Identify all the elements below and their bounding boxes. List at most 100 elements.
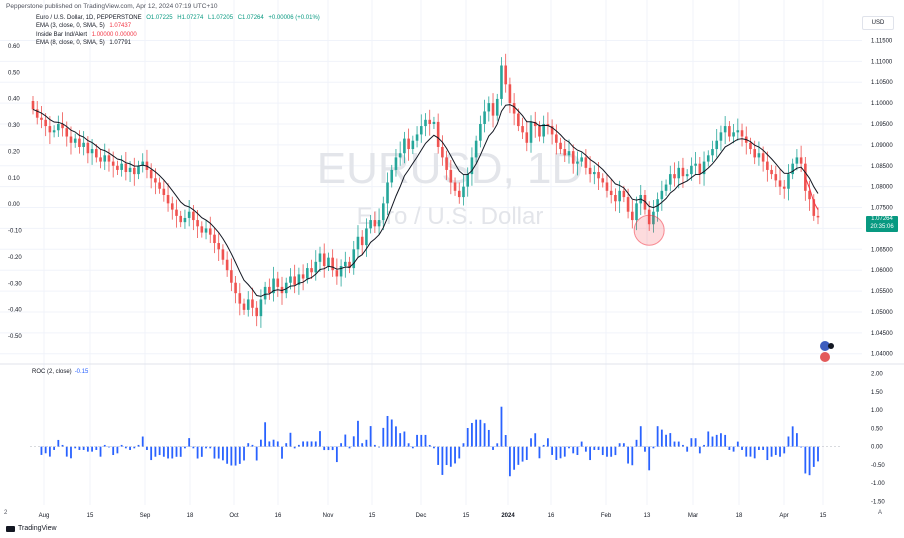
candle-body bbox=[61, 123, 64, 129]
candle-body bbox=[470, 157, 474, 175]
legend-inside-bar-row[interactable]: Inside Bar Ind/Alert 1.00000 0.00000 bbox=[36, 31, 323, 39]
roc-bar bbox=[238, 446, 241, 464]
time-tick-label: Apr bbox=[779, 513, 788, 519]
candle-body bbox=[538, 126, 541, 137]
roc-bar bbox=[665, 434, 667, 447]
candle-body bbox=[213, 234, 216, 244]
candle-body bbox=[301, 274, 305, 279]
candle-body bbox=[369, 220, 372, 229]
roc-bar bbox=[137, 444, 140, 447]
roc-tick-label: 1.00 bbox=[871, 408, 883, 414]
left-tick-label: 0.30 bbox=[8, 123, 20, 129]
candle-body bbox=[441, 146, 444, 158]
roc-bar bbox=[500, 406, 503, 447]
candle-body bbox=[276, 278, 280, 287]
candle-body bbox=[567, 151, 571, 156]
roc-bar bbox=[622, 443, 625, 447]
roc-bar bbox=[146, 446, 148, 450]
candle-body bbox=[187, 211, 191, 218]
roc-bar bbox=[399, 433, 402, 447]
legend-ema3-label: EMA (3, close, 0, SMA, 5) bbox=[36, 23, 105, 30]
candle-body bbox=[677, 167, 681, 179]
roc-bar bbox=[297, 444, 300, 447]
left-scale-badge[interactable]: 2 bbox=[4, 510, 8, 516]
candle-body bbox=[31, 101, 35, 110]
roc-bar bbox=[804, 446, 807, 474]
candle-body bbox=[445, 157, 448, 170]
price-axis[interactable]: 1.11500 1.11000 1.10500 1.10000 1.09500 1.090… bbox=[871, 38, 893, 357]
roc-bar bbox=[167, 446, 169, 459]
candle-body bbox=[293, 276, 296, 285]
candle-body bbox=[559, 142, 562, 150]
candle-body bbox=[706, 155, 710, 162]
roc-bar bbox=[306, 441, 309, 447]
currency-label[interactable]: USD bbox=[862, 16, 894, 30]
roc-bar bbox=[724, 434, 727, 447]
roc-bar bbox=[441, 446, 444, 475]
roc-bar bbox=[791, 426, 794, 447]
candle-body bbox=[111, 161, 115, 166]
legend-high: H1.07274 bbox=[177, 15, 204, 21]
roc-legend[interactable]: ROC (2, close) -0.15 bbox=[32, 369, 88, 375]
roc-bar bbox=[648, 446, 651, 471]
legend-ema8-row[interactable]: EMA (8, close, 0, SMA, 5) 1.07791 bbox=[36, 39, 323, 47]
auto-scale-badge[interactable]: A bbox=[878, 510, 883, 516]
roc-bar bbox=[698, 446, 701, 454]
candle-body bbox=[580, 157, 583, 162]
candle-body bbox=[432, 121, 436, 124]
legend-ema3-row[interactable]: EMA (3, close, 0, SMA, 5) 1.07437 bbox=[36, 22, 323, 30]
alert-icon bbox=[828, 343, 834, 349]
price-tick-label: 1.11500 bbox=[871, 38, 893, 44]
candle-body bbox=[154, 178, 157, 183]
roc-bar bbox=[475, 419, 478, 447]
candle-body bbox=[78, 138, 81, 147]
candle-body bbox=[365, 228, 368, 246]
candle-body bbox=[35, 109, 39, 118]
roc-bar bbox=[424, 434, 427, 447]
roc-bar bbox=[382, 427, 385, 447]
roc-bar bbox=[281, 446, 283, 459]
roc-bar bbox=[787, 436, 790, 447]
roc-bar bbox=[196, 446, 199, 459]
us-flag-icon bbox=[820, 352, 830, 362]
roc-bar bbox=[416, 434, 418, 447]
roc-bar bbox=[420, 434, 423, 447]
roc-bar bbox=[327, 446, 330, 451]
roc-bar bbox=[323, 446, 326, 451]
roc-bar bbox=[373, 444, 376, 447]
roc-bar bbox=[179, 446, 182, 457]
roc-bar bbox=[817, 446, 819, 462]
price-tick-label: 1.09500 bbox=[871, 122, 893, 128]
tradingview-logo[interactable]: TradingView bbox=[6, 525, 57, 532]
candle-body bbox=[774, 174, 778, 181]
candle-body bbox=[512, 103, 516, 114]
roc-bar bbox=[243, 446, 245, 461]
candle-body bbox=[424, 119, 427, 127]
roc-bar bbox=[352, 436, 355, 447]
time-axis[interactable]: Aug 15 Sep 18 Oct 16 Nov 15 Dec 15 2024 16 Feb 13 Mar 1… bbox=[39, 513, 827, 519]
candle-body bbox=[162, 188, 166, 195]
roc-bar bbox=[669, 433, 672, 447]
roc-bar bbox=[272, 439, 275, 447]
candle-body bbox=[593, 172, 596, 175]
roc-bar bbox=[433, 446, 435, 449]
roc-bar bbox=[386, 415, 389, 447]
candle-body bbox=[377, 220, 381, 227]
legend-inside-bar-label: Inside Bar Ind/Alert bbox=[36, 31, 88, 38]
candle-body bbox=[816, 215, 820, 218]
roc-bar bbox=[192, 446, 195, 449]
left-tick-label: 0.00 bbox=[8, 202, 20, 208]
candle-body bbox=[381, 203, 385, 221]
roc-bar bbox=[458, 446, 461, 459]
roc-bar bbox=[555, 446, 558, 460]
legend-symbol[interactable]: Euro / U.S. Dollar, 1D, PEPPERSTONE bbox=[36, 15, 142, 21]
roc-bar bbox=[335, 446, 338, 463]
chart-legend: Euro / U.S. Dollar, 1D, PEPPERSTONE O1.0… bbox=[36, 14, 323, 47]
roc-bar bbox=[656, 426, 659, 447]
roc-bar bbox=[403, 431, 406, 447]
left-tick-label: 0.60 bbox=[8, 44, 20, 50]
roc-bar bbox=[766, 446, 769, 461]
roc-bar bbox=[357, 420, 359, 447]
watermark: EURUSD, 1D Euro / U.S. Dollar bbox=[317, 144, 584, 230]
